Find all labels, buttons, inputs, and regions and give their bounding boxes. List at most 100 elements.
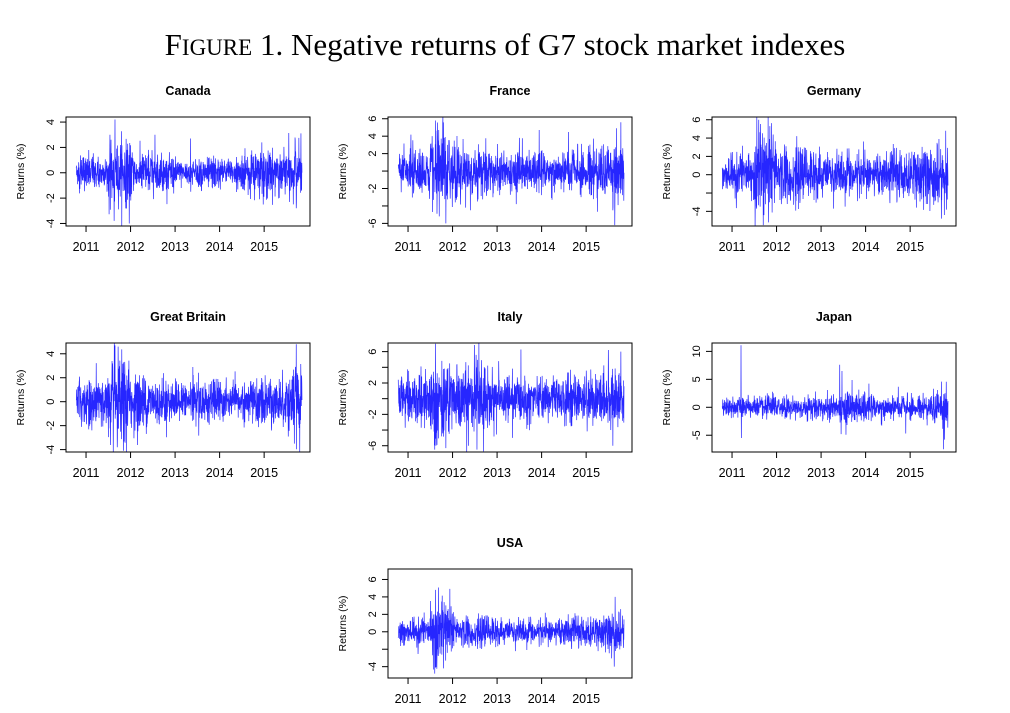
x-tick-label: 2015 [572, 692, 600, 706]
x-tick-label: 2015 [250, 466, 278, 480]
y-tick-label: 0 [45, 170, 57, 176]
x-tick-label: 2012 [763, 466, 791, 480]
y-axis-label: Returns (%) [337, 369, 349, 425]
x-tick-label: 2015 [572, 466, 600, 480]
x-tick-label: 2012 [763, 240, 791, 254]
y-tick-label: -2 [45, 193, 57, 203]
y-tick-label: 6 [367, 349, 379, 355]
title-caps: IGURE [182, 35, 252, 60]
y-tick-label: 10 [691, 345, 703, 357]
title-prefix: F [165, 27, 182, 62]
x-tick-label: 2012 [439, 692, 467, 706]
panel-great-britain: Great Britain 2011 2012 2013 2014 2015 -4 -2 0 2 4… [15, 310, 311, 480]
y-tick-label: 2 [45, 144, 57, 150]
x-tick-label: 2011 [73, 240, 100, 254]
y-tick-label: 0 [45, 399, 57, 405]
series-line [397, 342, 625, 452]
x-tick-label: 2013 [807, 240, 835, 254]
y-tick-label: -2 [45, 421, 57, 431]
y-axis-label: Returns (%) [661, 369, 673, 425]
x-tick-label: 2012 [439, 240, 467, 254]
x-tick-label: 2013 [483, 466, 511, 480]
panel-japan: Japan 2011 2012 2013 2014 2015 -5 0 5 10 Returns (… [661, 310, 957, 480]
panel-france: France 2011 2012 2013 2014 2015 -6 -2 2 4 6 Returns… [337, 84, 633, 254]
y-tick-label: -4 [367, 662, 379, 672]
y-tick-label: 4 [45, 119, 57, 125]
panel-usa: USA 2011 2012 2013 2014 2015 -4 0 2 4 6 Returns (%) [337, 536, 633, 706]
y-axis-label: Returns (%) [337, 595, 349, 651]
y-tick-label: 2 [691, 153, 703, 159]
panel-title: Italy [497, 310, 522, 324]
x-tick-label: 2012 [439, 466, 467, 480]
panel-title: Japan [816, 310, 852, 324]
y-axis-label: Returns (%) [15, 369, 27, 425]
x-tick-label: 2013 [807, 466, 835, 480]
y-tick-label: 0 [691, 172, 703, 178]
x-tick-label: 2011 [73, 466, 100, 480]
x-tick-label: 2014 [528, 692, 556, 706]
x-tick-label: 2015 [572, 240, 600, 254]
series-line [397, 587, 625, 674]
y-tick-label: -6 [367, 441, 379, 451]
x-tick-label: 2013 [483, 692, 511, 706]
y-tick-label: -2 [367, 184, 379, 194]
x-tick-label: 2014 [528, 466, 556, 480]
y-tick-label: 4 [45, 351, 57, 357]
x-tick-label: 2012 [117, 240, 145, 254]
y-tick-label: 4 [367, 594, 379, 600]
x-tick-label: 2012 [117, 466, 145, 480]
panel-title: Germany [807, 84, 861, 98]
x-tick-label: 2013 [483, 240, 511, 254]
y-tick-label: 0 [367, 629, 379, 635]
y-tick-label: 6 [367, 116, 379, 122]
y-tick-label: -4 [691, 206, 703, 216]
x-tick-label: 2014 [206, 466, 234, 480]
y-axis-label: Returns (%) [661, 143, 673, 199]
y-tick-label: 6 [691, 117, 703, 123]
y-tick-label: -6 [367, 218, 379, 228]
panel-germany: Germany 2011 2012 2013 2014 2015 -4 0 2 4 6 Returns… [661, 84, 957, 254]
x-tick-label: 2011 [395, 466, 422, 480]
panel-title: Great Britain [150, 310, 226, 324]
panel-title: USA [497, 536, 523, 550]
y-tick-label: 5 [691, 376, 703, 382]
series-line [75, 119, 303, 227]
x-tick-label: 2011 [395, 692, 422, 706]
y-axis-label: Returns (%) [337, 143, 349, 199]
y-tick-label: 2 [367, 380, 379, 386]
x-tick-label: 2014 [852, 466, 880, 480]
panel-title: Canada [165, 84, 211, 98]
y-tick-label: 4 [691, 135, 703, 141]
panel-canada: Canada 2011 2012 2013 2014 2015 -4 -2 0 2 4 Returns… [15, 84, 311, 254]
title-rest: 1. Negative returns of G7 stock market i… [252, 27, 845, 62]
y-tick-label: 6 [367, 576, 379, 582]
y-tick-label: 2 [45, 375, 57, 381]
x-tick-label: 2013 [161, 240, 189, 254]
figure-title: FIGURE 1. Negative returns of G7 stock m… [165, 27, 846, 62]
x-tick-label: 2014 [206, 240, 234, 254]
y-axis-label: Returns (%) [15, 143, 27, 199]
x-tick-label: 2015 [250, 240, 278, 254]
series-line [397, 117, 625, 226]
series-line [721, 116, 949, 227]
y-tick-label: -2 [367, 409, 379, 419]
x-tick-label: 2011 [395, 240, 422, 254]
y-tick-label: 2 [367, 611, 379, 617]
panel-title: France [490, 84, 531, 98]
series-line [75, 342, 303, 453]
x-tick-label: 2015 [896, 240, 924, 254]
x-tick-label: 2014 [528, 240, 556, 254]
panel-italy: Italy 2011 2012 2013 2014 2015 -6 -2 2 6 Returns (… [337, 310, 633, 480]
x-tick-label: 2013 [161, 466, 189, 480]
y-tick-label: -4 [45, 445, 57, 455]
x-tick-label: 2014 [852, 240, 880, 254]
series-line [721, 345, 949, 450]
x-tick-label: 2015 [896, 466, 924, 480]
y-tick-label: 4 [367, 133, 379, 139]
x-tick-label: 2011 [719, 466, 746, 480]
y-tick-label: -4 [45, 219, 57, 229]
y-tick-label: 2 [367, 151, 379, 157]
x-tick-label: 2011 [719, 240, 746, 254]
y-tick-label: 0 [691, 404, 703, 410]
